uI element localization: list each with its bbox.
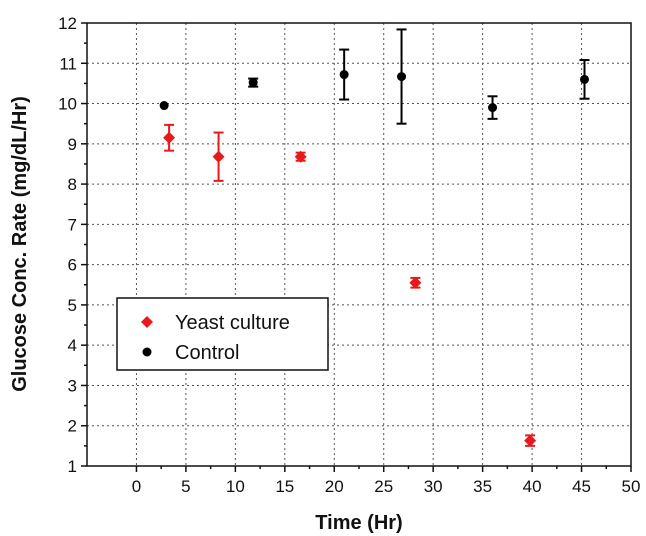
legend-marker-control [142,347,152,357]
y-tick-label: 11 [59,54,77,73]
y-axis-title: Glucose Conc. Rate (mg/dL/Hr) [9,96,31,392]
x-tick-label: 20 [325,477,344,496]
x-tick-label: 5 [181,477,190,496]
x-tick-label: 10 [226,477,245,496]
x-tick-label: 50 [622,477,641,496]
plot-frame [86,22,632,467]
y-tick-label: 6 [68,256,77,275]
axis-ticks [81,22,632,472]
legend-marker-yeast-culture [141,316,153,328]
x-tick-label: 15 [275,477,294,496]
y-tick-label: 7 [68,215,77,234]
y-tick-label: 8 [68,175,77,194]
y-tick-label: 9 [68,135,77,154]
x-tick-label: 25 [374,477,393,496]
data-point-control [397,72,407,82]
y-tick-label: 1 [68,457,77,476]
x-tick-label: 30 [424,477,443,496]
legend-box [116,297,329,371]
x-tick-label: 35 [473,477,492,496]
data-point-yeast-culture [409,276,422,289]
x-tick-label: 0 [132,477,141,496]
x-tick-label: 45 [572,477,591,496]
data-point-control [580,74,590,84]
data-point-control [488,103,498,113]
data-point-yeast-culture [212,150,225,163]
legend-label-control: Control [175,342,239,364]
y-tick-label: 5 [68,296,77,315]
data-point-control [339,70,349,80]
data-points [159,28,590,447]
legend-label-yeast-culture: Yeast culture [175,312,290,334]
x-tick-label: 40 [523,477,542,496]
y-tick-label: 12 [58,14,77,33]
data-point-yeast-culture [163,131,176,144]
y-tick-label: 10 [58,95,77,114]
y-tick-label: 4 [68,336,77,355]
x-axis-title: Time (Hr) [315,512,402,534]
y-tick-label: 3 [68,376,77,395]
y-tick-label: 2 [68,417,77,436]
data-point-control [248,78,258,88]
grid [87,23,631,466]
legend: Yeast culture Control [116,297,329,371]
data-point-control [159,101,169,111]
data-point-yeast-culture [294,150,307,163]
data-point-yeast-culture [524,434,537,447]
